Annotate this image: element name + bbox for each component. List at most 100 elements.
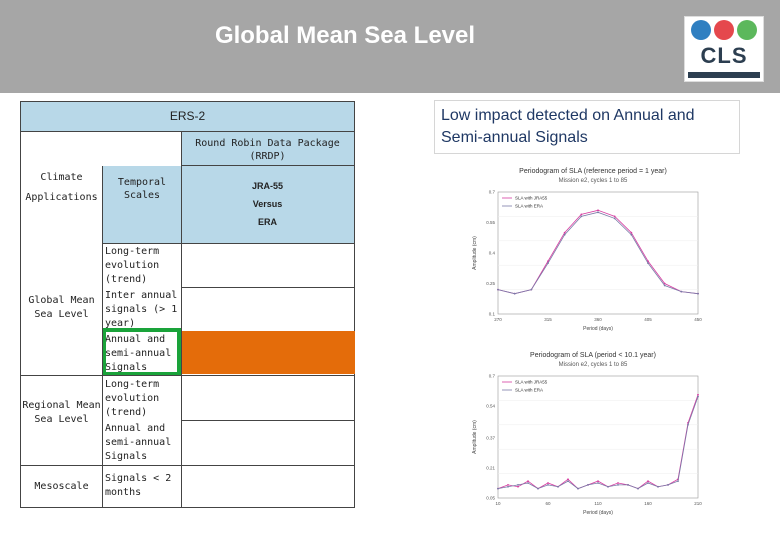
plot-frame bbox=[497, 375, 699, 499]
data-point bbox=[517, 483, 519, 486]
data-point bbox=[663, 284, 666, 287]
data-point bbox=[557, 485, 559, 488]
logo-strip bbox=[688, 72, 760, 78]
logo-red-circle bbox=[714, 20, 734, 40]
y-tick-label: 0.7 bbox=[489, 374, 496, 379]
y-tick-label: 0.55 bbox=[486, 220, 495, 225]
data-point bbox=[697, 393, 699, 396]
data-point bbox=[697, 395, 699, 398]
gmsl-scale-annual: Annual and semi-annual Signals bbox=[105, 334, 172, 373]
data-point bbox=[547, 483, 549, 486]
x-tick-label: 160 bbox=[644, 501, 652, 506]
col-divider bbox=[102, 166, 103, 507]
data-point bbox=[597, 211, 599, 214]
data-point bbox=[630, 233, 633, 236]
rmsl-scale-trend: Long-term evolution (trend) bbox=[105, 379, 160, 418]
data-point bbox=[597, 209, 599, 212]
ers2-cell: ERS-2 bbox=[21, 102, 354, 131]
y-tick-label: 0.4 bbox=[489, 251, 496, 256]
data-point bbox=[657, 485, 659, 488]
x-tick-label: 450 bbox=[694, 317, 702, 322]
data-point bbox=[597, 482, 599, 484]
y-axis-label: Amplitude (cm) bbox=[472, 420, 478, 454]
logo-green-circle bbox=[737, 20, 757, 40]
gmsl-scale-trend: Long-term evolution (trend) bbox=[105, 246, 160, 285]
data-point bbox=[597, 480, 599, 483]
data-point bbox=[680, 290, 683, 293]
y-tick-label: 0.25 bbox=[486, 281, 495, 286]
mesoscale-scale: Signals < 2 months bbox=[105, 473, 172, 498]
x-tick-label: 60 bbox=[545, 501, 551, 506]
chart-subtitle: Mission e2, cycles 1 to 85 bbox=[559, 178, 628, 184]
data-point bbox=[580, 215, 583, 218]
data-point bbox=[513, 292, 516, 295]
data-point bbox=[580, 213, 583, 216]
data-point bbox=[567, 478, 569, 481]
data-point bbox=[507, 485, 509, 488]
data-point bbox=[563, 231, 566, 234]
page-title: Global Mean Sea Level bbox=[214, 22, 476, 49]
x-tick-label: 210 bbox=[694, 501, 702, 506]
logo-text: CLS bbox=[700, 43, 748, 68]
data-point bbox=[547, 260, 549, 263]
data-point bbox=[497, 487, 499, 490]
versus-label: Versus bbox=[252, 199, 283, 209]
data-point bbox=[587, 483, 589, 486]
data-point bbox=[667, 483, 669, 486]
data-point bbox=[697, 292, 699, 295]
row-divider bbox=[103, 243, 354, 244]
data-point bbox=[617, 482, 619, 484]
legend-label: SLA with JRA55 bbox=[515, 380, 548, 385]
data-point bbox=[647, 482, 649, 484]
data-point bbox=[577, 487, 579, 490]
row-divider bbox=[181, 420, 354, 421]
data-point bbox=[663, 282, 666, 285]
data-point bbox=[617, 483, 619, 486]
y-tick-label: 0.05 bbox=[486, 496, 495, 501]
rmsl-scale-annual: Annual and semi-annual Signals bbox=[105, 423, 172, 462]
temporal-scales-header: Temporal Scales bbox=[103, 166, 181, 243]
row-divider bbox=[21, 465, 354, 466]
data-point bbox=[530, 288, 533, 291]
data-point bbox=[627, 483, 629, 486]
jra55-label: JRA-55 bbox=[251, 181, 283, 191]
data-point bbox=[497, 288, 499, 291]
rmsl-label: Regional Mean Sea Level bbox=[22, 400, 101, 425]
y-tick-label: 0.7 bbox=[489, 190, 496, 195]
cls-logo: CLS bbox=[684, 16, 764, 82]
data-point bbox=[527, 480, 529, 483]
x-tick-label: 10 bbox=[495, 501, 501, 506]
data-point bbox=[607, 485, 609, 488]
data-point bbox=[517, 485, 519, 488]
data-point bbox=[613, 217, 616, 220]
data-point bbox=[507, 483, 509, 486]
y-tick-label: 0.21 bbox=[486, 465, 495, 470]
row-divider bbox=[181, 287, 354, 288]
legend-label: SLA with JRA55 bbox=[515, 196, 548, 201]
col-divider bbox=[181, 132, 182, 507]
y-tick-label: 0.1 bbox=[489, 312, 496, 317]
data-point bbox=[630, 231, 633, 234]
x-tick-label: 270 bbox=[494, 317, 502, 322]
data-point bbox=[547, 482, 549, 484]
y-tick-label: 0.54 bbox=[486, 404, 495, 409]
rrdp-table: ERS-2 Round Robin Data Package (RRDP) Cl… bbox=[20, 101, 355, 508]
data-point bbox=[547, 262, 549, 265]
legend-label: SLA with ERA bbox=[515, 388, 543, 393]
annual-signal-highlight-box bbox=[102, 328, 181, 376]
header-bar: Global Mean Sea Level CLS bbox=[0, 0, 780, 93]
periodogram-short-period-chart: Periodogram of SLA (period < 10.1 year) M… bbox=[468, 348, 718, 528]
legend-label: SLA with ERA bbox=[515, 204, 543, 209]
gmsl-label: Global Mean Sea Level bbox=[28, 295, 95, 320]
chart-title: Periodogram of SLA (period < 10.1 year) bbox=[530, 352, 656, 359]
data-point bbox=[677, 480, 679, 483]
rrdp-cell: Round Robin Data Package (RRDP) bbox=[181, 132, 354, 165]
data-point bbox=[613, 215, 616, 218]
era-label: ERA bbox=[257, 217, 277, 227]
x-tick-label: 315 bbox=[544, 317, 552, 322]
data-point bbox=[647, 262, 649, 265]
x-axis-label: Period (days) bbox=[583, 326, 613, 332]
row-divider bbox=[21, 131, 354, 132]
x-tick-label: 360 bbox=[594, 317, 602, 322]
data-point bbox=[687, 423, 689, 426]
